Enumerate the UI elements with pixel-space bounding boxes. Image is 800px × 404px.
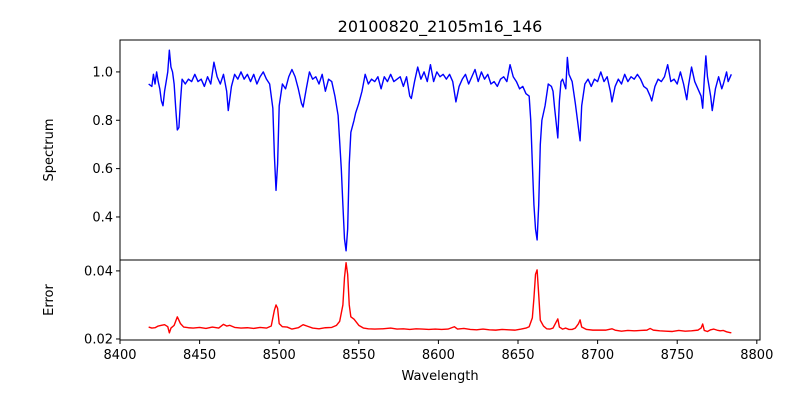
spectrum-line [148,49,732,252]
x-tick-label: 8700 [581,348,614,363]
y-tick-label: 0.8 [92,114,113,129]
x-tick-label: 8500 [263,348,296,363]
x-tick-label: 8800 [740,348,773,363]
y-tick-label: 0.02 [84,332,113,347]
x-tick-label: 8650 [501,348,534,363]
error-line [148,262,732,334]
chart-title: 20100820_2105m16_146 [338,17,543,37]
y-axis-label-spectrum: Spectrum [42,119,57,182]
y-tick-label: 0.6 [92,162,113,177]
y-tick-label: 0.04 [84,264,113,279]
x-tick-label: 8450 [183,348,216,363]
y-tick-label: 0.4 [92,210,113,225]
y-axis-label-error: Error [42,284,57,316]
error-axes: 0.02 0.04 8400 8450 8500 8550 8600 8650 8700 8750… [84,259,773,363]
x-axis-label: Wavelength [401,369,478,384]
x-tick-label: 8400 [103,348,136,363]
x-tick-label: 8600 [422,348,455,363]
axes-frame [119,259,761,341]
y-tick-label: 1.0 [92,65,113,80]
x-tick-label: 8550 [342,348,375,363]
x-tick-label: 8750 [661,348,694,363]
